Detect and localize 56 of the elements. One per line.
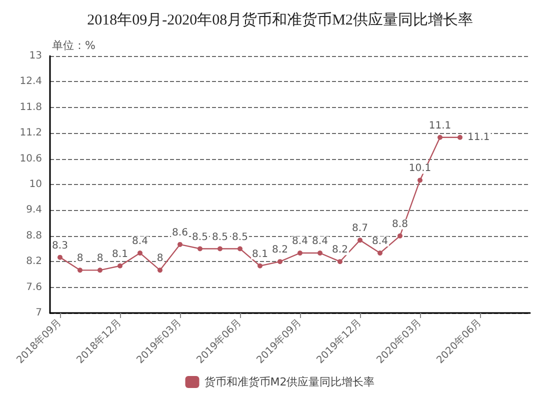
y-tick-label: 9.4	[26, 204, 42, 216]
y-tick-label: 8.2	[26, 256, 42, 268]
y-axis-title: 单位：%	[52, 39, 96, 52]
point	[58, 254, 62, 260]
data-label: 8.5	[192, 232, 208, 243]
data-label: 8.1	[252, 248, 268, 260]
point	[238, 246, 242, 252]
data-label: 8.2	[332, 244, 348, 256]
data-label: 8.4	[372, 236, 388, 248]
y-tick-label: 12.4	[20, 76, 42, 88]
point	[198, 246, 202, 252]
point	[458, 134, 462, 140]
data-label: 8.4	[312, 236, 328, 248]
data-label: 8.4	[132, 236, 148, 248]
data-label: 8.2	[272, 244, 288, 256]
data-label: 11.1	[428, 120, 452, 132]
data-label: 8.4	[292, 236, 308, 248]
data-label: 8.6	[172, 227, 188, 238]
point	[318, 250, 322, 256]
y-tick-label: 7.6	[26, 282, 42, 293]
chart-title: 2018年09月-2020年08月货币和准货币M2供应量同比增长率	[87, 12, 473, 28]
y-tick-label: 10.6	[20, 153, 42, 164]
point	[258, 263, 262, 268]
point	[158, 268, 162, 273]
data-label: 8	[156, 253, 164, 264]
data-label: 8.8	[392, 218, 408, 230]
data-label: 8.1	[112, 248, 128, 260]
data-label: 8.5	[232, 232, 248, 243]
point	[118, 263, 122, 268]
y-tick-label: 7	[36, 308, 42, 318]
legend-label: 货币和准货币M2供应量同比增长率	[204, 376, 375, 388]
point	[358, 238, 362, 243]
point	[298, 250, 302, 256]
point	[418, 178, 422, 183]
data-label: 8	[76, 253, 84, 264]
point	[78, 268, 82, 273]
point	[378, 250, 382, 256]
point	[218, 246, 222, 252]
y-tick-label: 10	[29, 179, 42, 190]
point	[98, 268, 102, 273]
point	[278, 259, 282, 264]
data-label: 8	[96, 253, 104, 264]
data-label: 8.5	[212, 232, 228, 243]
y-tick-label: 11.8	[20, 102, 42, 113]
data-label: 11.1	[468, 132, 490, 143]
point	[178, 242, 182, 247]
point	[338, 259, 342, 264]
data-label: 8.7	[352, 223, 368, 234]
y-tick-label: 8.8	[26, 230, 42, 242]
data-label: 8.3	[52, 240, 68, 252]
point	[438, 134, 442, 140]
y-tick-label: 13	[29, 50, 42, 62]
point	[398, 233, 402, 238]
point	[138, 250, 142, 256]
data-label: 10.1	[408, 163, 432, 174]
y-tick-label: 11.2	[20, 128, 42, 139]
